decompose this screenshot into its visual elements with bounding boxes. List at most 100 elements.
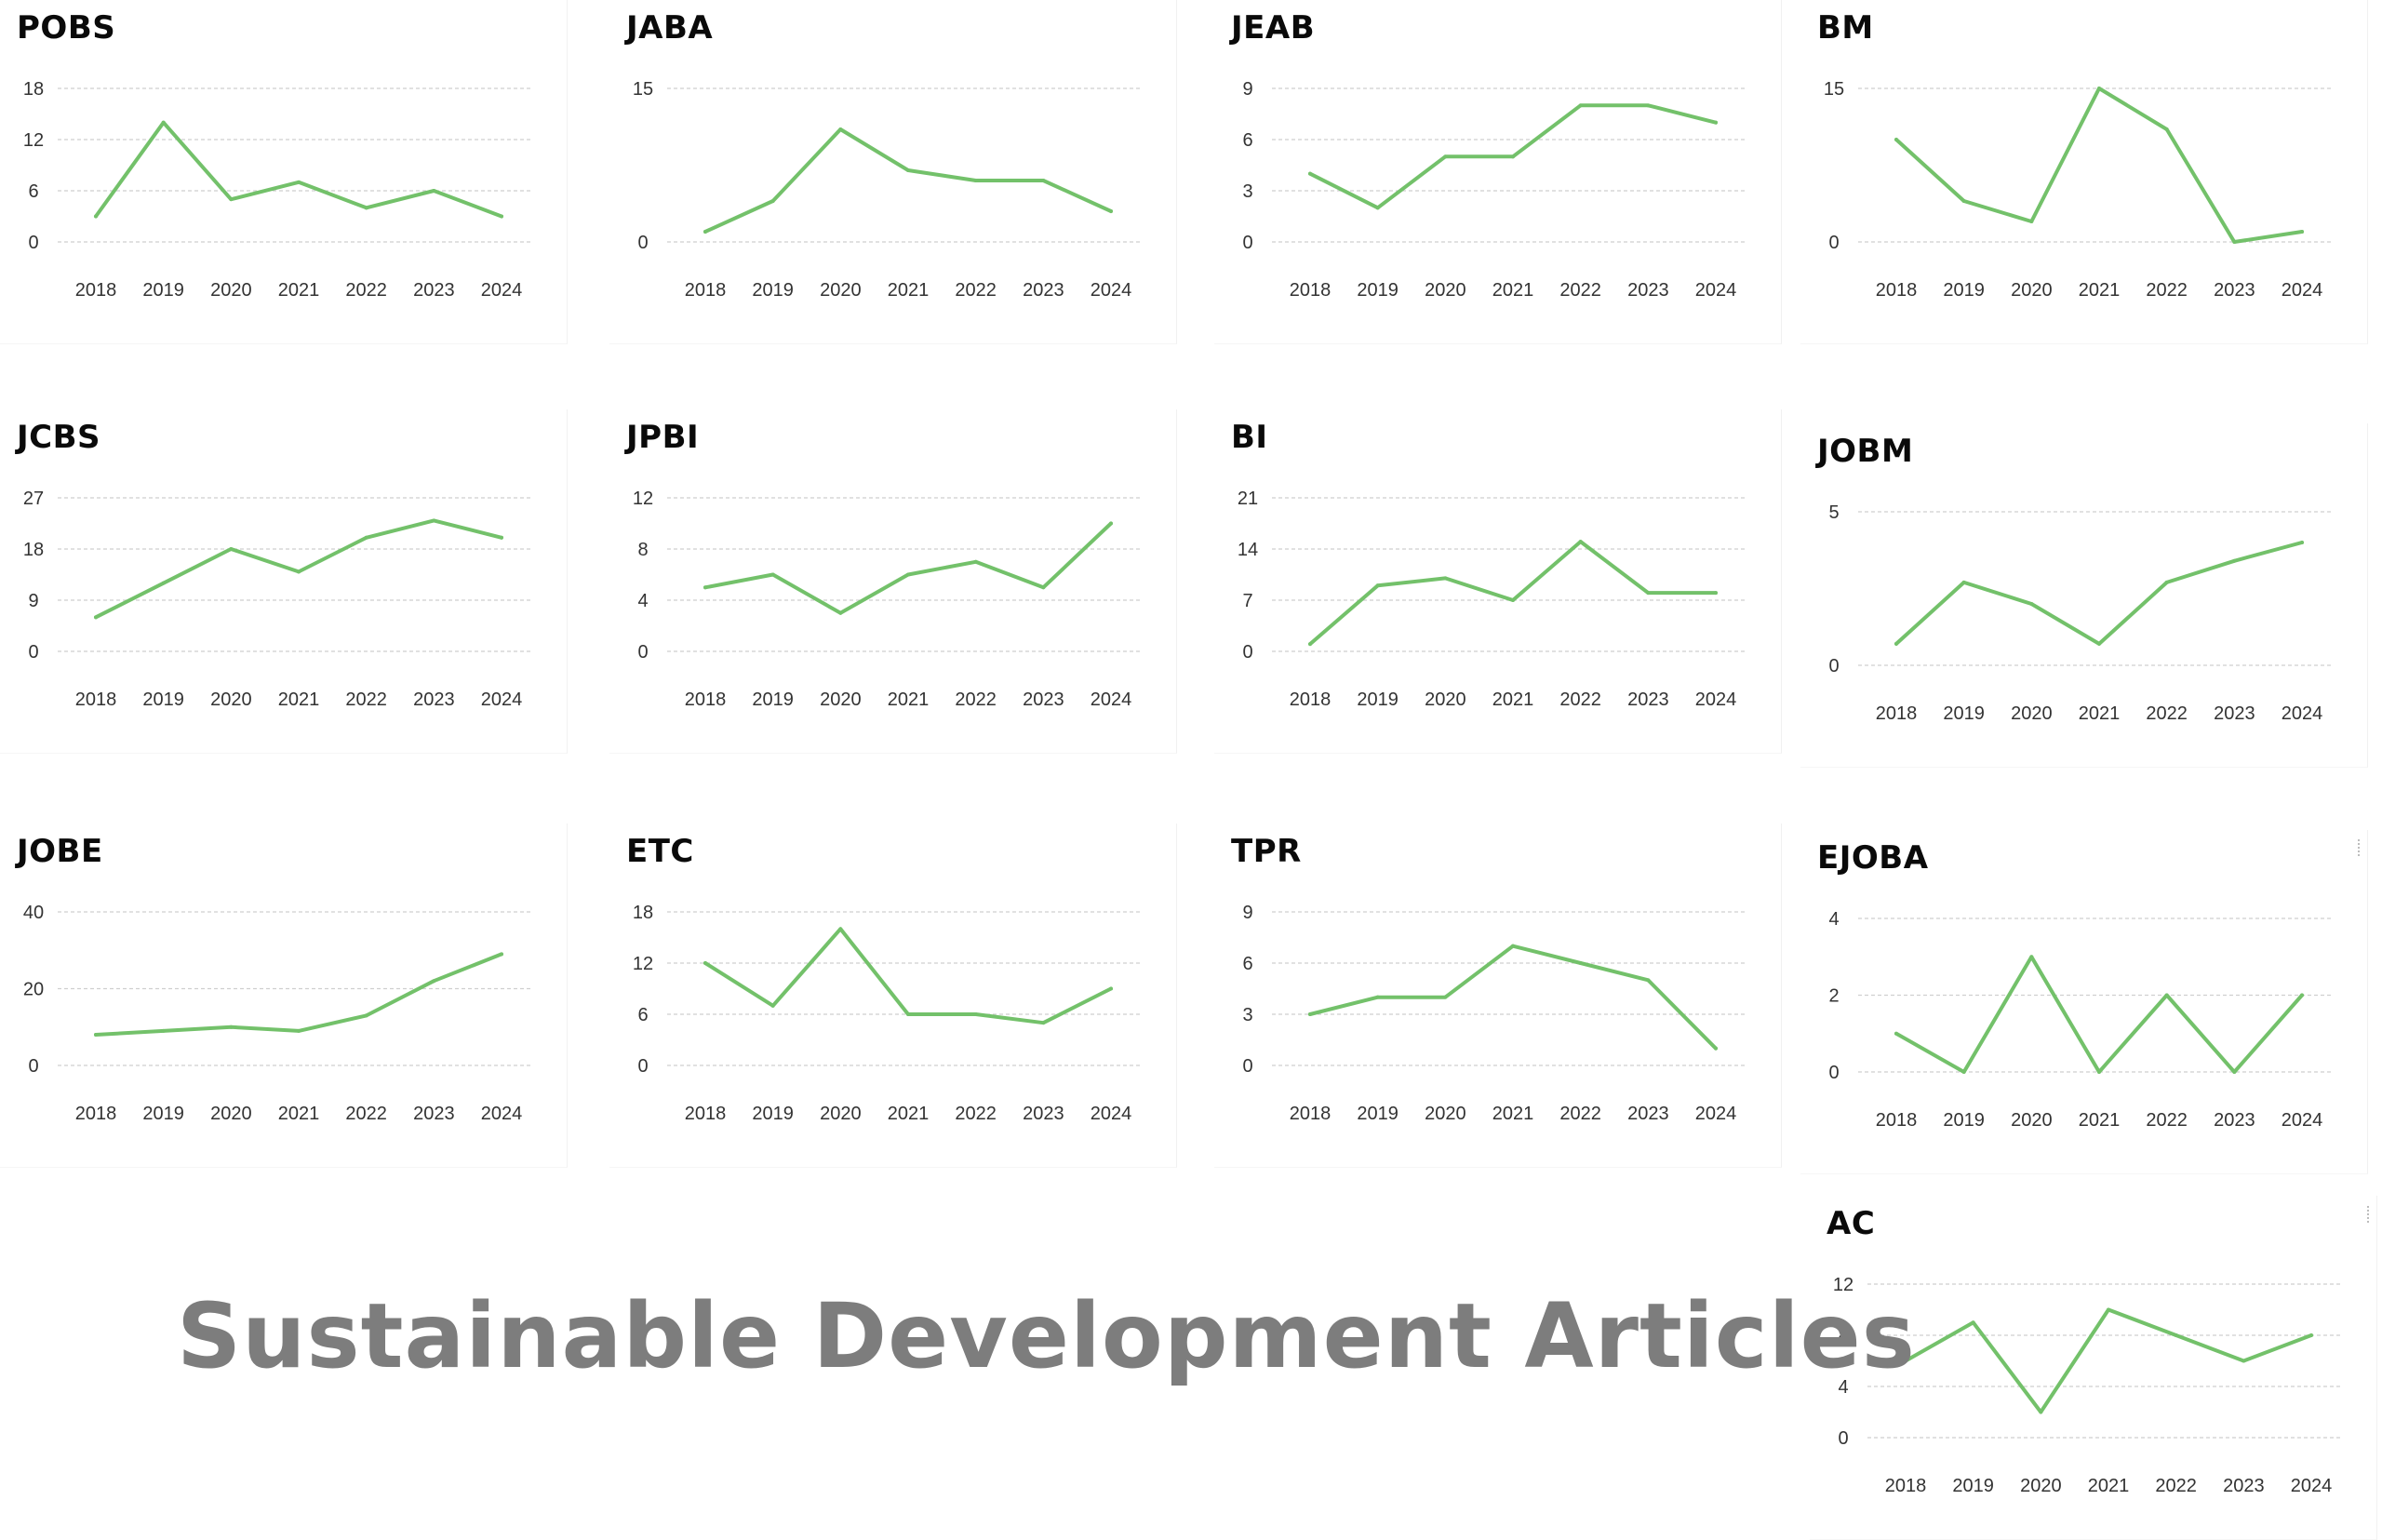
y-tick-label: 3: [1242, 1005, 1252, 1025]
x-tick-label: 2019: [1357, 690, 1398, 710]
data-point: [2029, 955, 2034, 959]
data-point: [770, 199, 775, 203]
data-point: [973, 179, 978, 182]
x-tick-label: 2024: [1091, 280, 1132, 301]
y-tick-label: 6: [637, 1005, 648, 1025]
data-point: [1894, 138, 1898, 141]
data-point: [229, 547, 234, 551]
data-point: [364, 535, 368, 540]
data-point: [500, 535, 503, 540]
data-point: [364, 1013, 368, 1018]
data-point: [432, 979, 436, 984]
data-point: [1308, 171, 1312, 176]
x-tick-label: 2021: [1492, 1104, 1534, 1124]
y-tick-label: 0: [1838, 1428, 1848, 1449]
x-tick-label: 2022: [955, 280, 997, 301]
x-tick-label: 2021: [888, 280, 930, 301]
x-tick-label: 2020: [2020, 1476, 2062, 1496]
series-line: [1904, 1307, 2313, 1414]
data-point: [1443, 576, 1448, 581]
y-tick-label: 4: [1828, 909, 1839, 930]
line-chart: 0 9 18 27 2018 2019 2020 2021 2022 2023 2024: [23, 489, 530, 710]
x-tick-label: 2022: [345, 280, 387, 301]
y-tick-label: 0: [28, 1056, 38, 1077]
x-tick-label: 2020: [1425, 690, 1466, 710]
series-line: [94, 518, 503, 620]
y-tick-label: 7: [1242, 591, 1252, 611]
data-point: [906, 572, 910, 577]
x-tick-label: 2021: [278, 280, 320, 301]
data-point: [1511, 154, 1515, 159]
data-point: [2164, 580, 2169, 584]
y-tick-label: 40: [23, 903, 44, 923]
x-tick-label: 2023: [1023, 280, 1064, 301]
chart-panel-etc: ETC 0 6 12 18 2018 2019 2020 2021 2022 2023 2024: [609, 824, 1177, 1168]
data-point: [973, 559, 978, 564]
data-point: [2232, 558, 2237, 563]
data-point: [161, 120, 166, 125]
data-point: [297, 569, 301, 574]
y-tick-label: 20: [23, 980, 44, 1000]
chart-title: BM: [1817, 9, 1874, 47]
x-tick-label: 2019: [142, 1104, 184, 1124]
x-tick-label: 2018: [75, 280, 117, 301]
chart-panel-bi: BI 0 7 14 21 2018 2019 2020 2021 2022 2023 2024: [1214, 409, 1782, 754]
x-tick-label: 2024: [2282, 280, 2323, 301]
x-tick-label: 2022: [2146, 703, 2188, 724]
line-chart: 0 7 14 21 2018 2019 2020 2021 2022 2023 2024: [1238, 489, 1745, 710]
data-point: [1375, 583, 1380, 588]
y-tick-label: 0: [28, 642, 38, 663]
data-point: [1041, 179, 1046, 182]
x-tick-label: 2019: [1357, 1104, 1398, 1124]
x-tick-label: 2020: [210, 690, 252, 710]
y-tick-label: 0: [1242, 642, 1252, 663]
series-line: [1894, 541, 2304, 646]
x-tick-label: 2024: [2291, 1476, 2333, 1496]
data-point: [1041, 1021, 1046, 1025]
chart-panel-pobs: POBS 0 6 12 18 2018 2019 2020 2021 2022 2023 2024: [0, 0, 568, 344]
chart-title: EJOBA: [1817, 839, 1929, 877]
data-point: [2232, 240, 2237, 244]
line-chart: 0 6 12 18 2018 2019 2020 2021 2022 2023 2024: [23, 79, 530, 301]
data-point: [500, 952, 503, 957]
y-tick-label: 0: [1828, 233, 1839, 253]
line-chart: 0 20 40 2018 2019 2020 2021 2022 2023 2024: [23, 903, 530, 1124]
line-chart: 0 4 8 12 2018 2019 2020 2021 2022 2023 2024: [1833, 1275, 2340, 1496]
data-point: [2039, 1410, 2043, 1414]
data-point: [1578, 540, 1583, 544]
x-tick-label: 2018: [75, 690, 117, 710]
x-tick-label: 2023: [1023, 690, 1064, 710]
data-point: [2241, 1359, 2246, 1363]
y-tick-label: 6: [1242, 130, 1252, 151]
data-point: [94, 615, 98, 620]
y-tick-label: 0: [1828, 1063, 1839, 1083]
y-tick-label: 0: [1828, 656, 1839, 676]
x-tick-label: 2020: [1425, 1104, 1466, 1124]
data-point: [297, 180, 301, 184]
drag-handle-icon[interactable]: [2367, 1206, 2373, 1223]
line-chart: 0 3 6 9 2018 2019 2020 2021 2022 2023 2024: [1242, 79, 1745, 301]
x-tick-label: 2024: [1091, 1104, 1132, 1124]
data-point: [1375, 206, 1380, 210]
x-tick-label: 2019: [1952, 1476, 1994, 1496]
data-point: [1894, 1031, 1898, 1036]
y-tick-label: 3: [1242, 181, 1252, 202]
data-point: [1714, 1046, 1718, 1051]
x-tick-label: 2022: [1559, 690, 1601, 710]
line-chart: 0 6 12 18 2018 2019 2020 2021 2022 2023 2024: [633, 903, 1140, 1124]
data-point: [1308, 1012, 1312, 1016]
data-point: [2232, 1070, 2237, 1074]
data-point: [2164, 127, 2169, 131]
x-tick-label: 2020: [1425, 280, 1466, 301]
chart-panel-tpr: TPR 0 3 6 9 2018 2019 2020 2021 2022 2023 2024: [1214, 824, 1782, 1168]
data-point: [2029, 602, 2034, 606]
x-tick-label: 2018: [685, 1104, 727, 1124]
data-point: [229, 1024, 234, 1029]
drag-handle-icon[interactable]: [2358, 839, 2363, 856]
x-tick-label: 2024: [2282, 1110, 2323, 1131]
data-point: [2174, 1333, 2178, 1337]
data-point: [1714, 120, 1718, 125]
y-tick-label: 9: [1242, 79, 1252, 100]
x-tick-label: 2021: [1492, 280, 1534, 301]
chart-title: AC: [1827, 1205, 1876, 1242]
